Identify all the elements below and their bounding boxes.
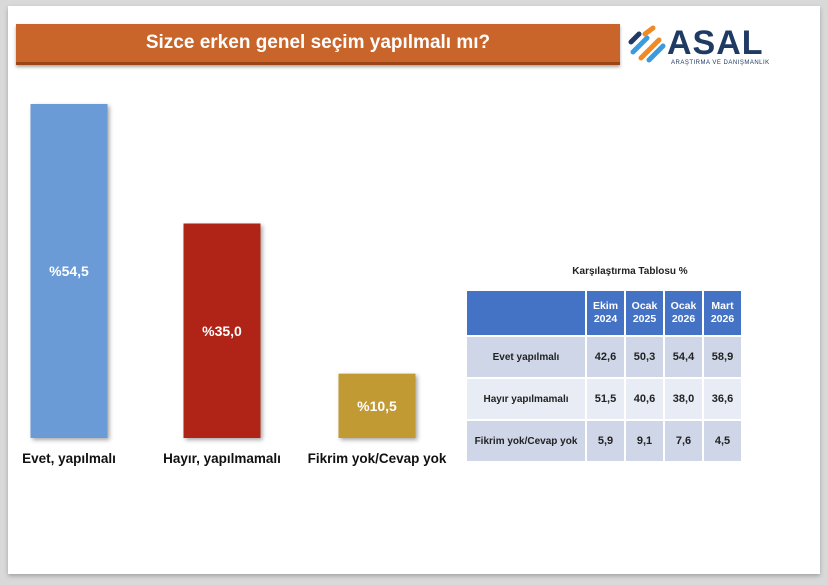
- column-header: Mart 2026: [703, 290, 742, 336]
- bar-value-label: %35,0: [202, 323, 242, 339]
- row-label: Hayır yapılmamalı: [466, 378, 586, 420]
- bar-value-label: %10,5: [357, 398, 397, 414]
- row-label: Fikrim yok/Cevap yok: [466, 420, 586, 462]
- table-row: Hayır yapılmamalı 51,5 40,6 38,0 36,6: [466, 378, 742, 420]
- table-cell: 42,6: [586, 336, 625, 378]
- table-cell: 4,5: [703, 420, 742, 462]
- column-header: Ocak 2026: [664, 290, 703, 336]
- table-row: Fikrim yok/Cevap yok 5,9 9,1 7,6 4,5: [466, 420, 742, 462]
- table-cell: 5,9: [586, 420, 625, 462]
- category-label: Evet, yapılmalı: [22, 451, 116, 466]
- logo-name: ASAL: [667, 24, 764, 62]
- table-caption: Karşılaştırma Tablosu %: [572, 266, 688, 277]
- table-cell: 36,6: [703, 378, 742, 420]
- bar-hayir: [183, 223, 261, 438]
- bar-fikrim-yok: [338, 373, 416, 438]
- table-row: Evet yapılmalı 42,6 50,3 54,4 58,9: [466, 336, 742, 378]
- bar-evet: [30, 104, 108, 438]
- logo-mark-icon: [628, 25, 666, 63]
- asal-logo: ASAL ARAŞTIRMA VE DANIŞMANLIK: [625, 22, 785, 70]
- table-cell: 7,6: [664, 420, 703, 462]
- chart-title: Sizce erken genel seçim yapılmalı mı?: [145, 32, 491, 53]
- logo-subtitle: ARAŞTIRMA VE DANIŞMANLIK: [671, 60, 770, 66]
- table-cell: 54,4: [664, 336, 703, 378]
- table-cell: 9,1: [625, 420, 664, 462]
- table-cell: 51,5: [586, 378, 625, 420]
- comparison-table: Ekim 2024 Ocak 2025 Ocak 2026 Mart 2026 Evet…: [466, 290, 742, 462]
- column-header: Ekim 2024: [586, 290, 625, 336]
- table-cell: 58,9: [703, 336, 742, 378]
- table-corner-cell: [466, 290, 586, 336]
- column-header: Ocak 2025: [625, 290, 664, 336]
- row-label: Evet yapılmalı: [466, 336, 586, 378]
- category-label: Hayır, yapılmamalı: [163, 451, 281, 466]
- category-label: Fikrim yok/Cevap yok: [308, 451, 447, 466]
- bar-value-label: %54,5: [49, 263, 89, 279]
- table-cell: 38,0: [664, 378, 703, 420]
- chart-title-bar: Sizce erken genel seçim yapılmalı mı?: [16, 24, 620, 65]
- table-cell: 50,3: [625, 336, 664, 378]
- table-cell: 40,6: [625, 378, 664, 420]
- table-header-row: Ekim 2024 Ocak 2025 Ocak 2026 Mart 2026: [466, 290, 742, 336]
